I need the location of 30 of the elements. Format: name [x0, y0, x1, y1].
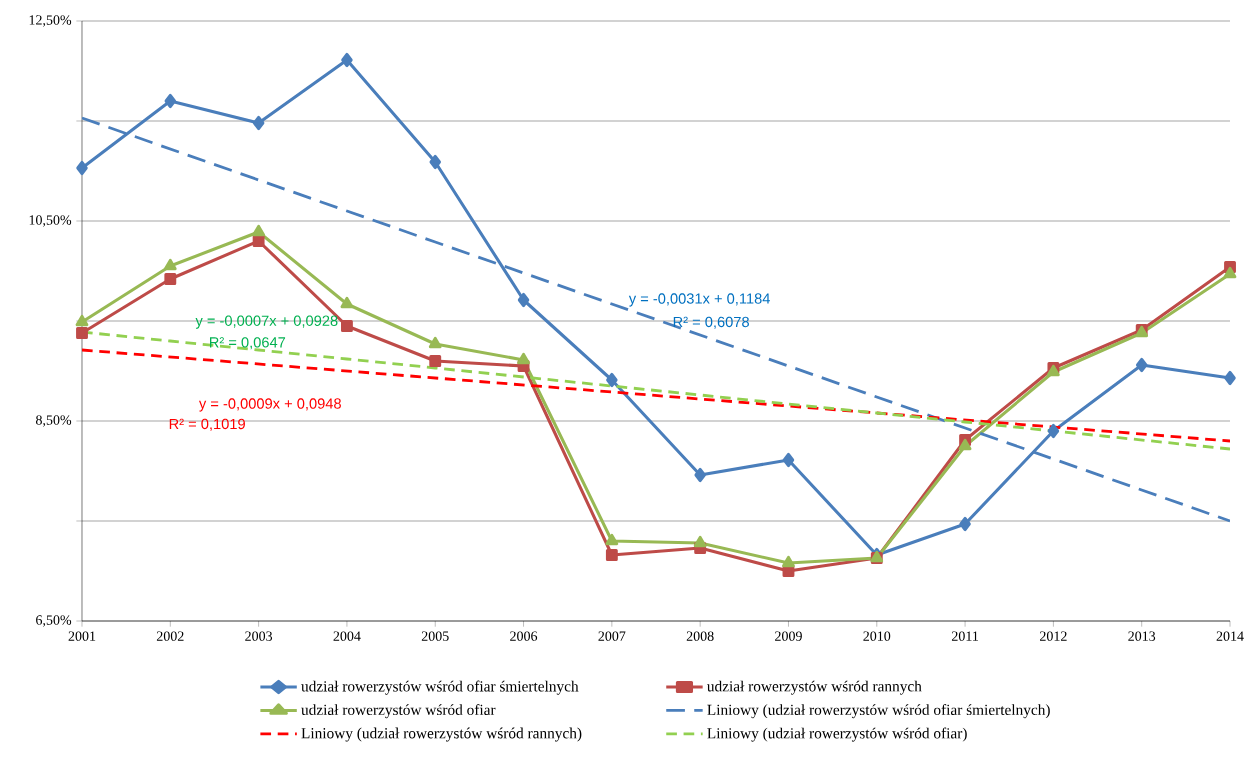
x-tick-label: 2010	[863, 631, 891, 641]
legend-label: Liniowy (udział rowerzystów wśród ofiar śmiertelnych)	[707, 704, 1050, 719]
x-tick-label: 2007	[598, 631, 626, 641]
y-tick-label: 10,50%	[29, 215, 72, 227]
legend-label: udział rowerzystów wśród ofiar śmiertelnych	[301, 680, 579, 695]
y-tick-label: 8,50%	[36, 415, 72, 427]
legend-label: udział rowerzystów wśród rannych	[707, 680, 922, 695]
annotation: y = -0,0031x + 0,1184	[628, 293, 770, 307]
annotation: R² = 0,6078	[673, 316, 749, 329]
x-tick-label: 2014	[1216, 631, 1244, 641]
x-tick-label: 2002	[156, 631, 184, 641]
annotation: y = -0,0009x + 0,0948	[198, 398, 341, 412]
y-tick-label: 6,50%	[36, 615, 72, 627]
x-tick-label: 2004	[333, 631, 361, 641]
legend-label: Liniowy (udział rowerzystów wśród rannych)	[301, 727, 582, 742]
x-tick-label: 2001	[68, 631, 96, 641]
x-tick-label: 2003	[245, 631, 273, 641]
y-tick-label: 12,50%	[29, 15, 72, 27]
x-tick-label: 2009	[775, 631, 802, 641]
x-tick-label: 2011	[951, 631, 978, 641]
annotation: y = -0,0007x + 0,0928	[195, 315, 338, 329]
x-tick-label: 2006	[510, 631, 538, 641]
x-tick-label: 2005	[421, 631, 449, 641]
x-tick-label: 2013	[1128, 631, 1156, 641]
legend-label: udział rowerzystów wśród ofiar	[301, 704, 496, 719]
annotation: R² = 0,0647	[210, 337, 286, 350]
x-tick-label: 2012	[1040, 631, 1067, 641]
annotation: R² = 0,1019	[169, 418, 245, 431]
x-tick-label: 2008	[686, 631, 714, 641]
legend-label: Liniowy (udział rowerzystów wśród ofiar)	[707, 727, 967, 742]
